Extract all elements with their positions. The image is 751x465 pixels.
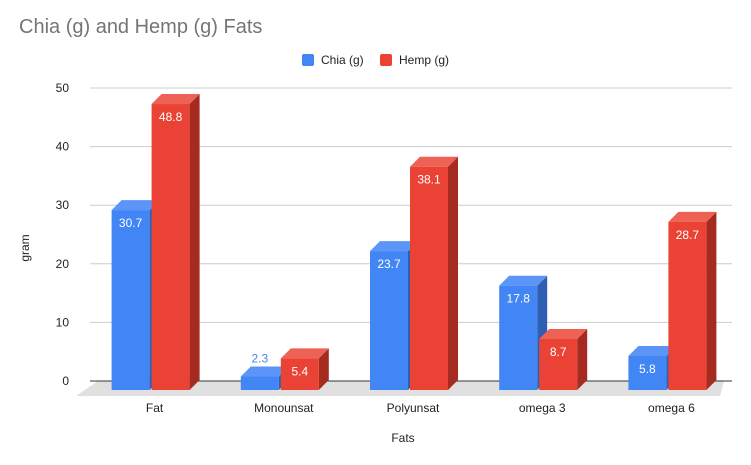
y-axis-title: gram bbox=[18, 234, 32, 261]
bar-1-2 bbox=[410, 166, 448, 390]
bar-top-0-0 bbox=[111, 200, 160, 211]
data-label-1-1: 5.4 bbox=[291, 364, 308, 378]
data-label-0-0: 30.7 bbox=[119, 216, 143, 230]
data-label-0-2: 23.7 bbox=[377, 257, 401, 271]
data-label-0-1: 2.3 bbox=[251, 352, 268, 366]
bar-top-1-3 bbox=[539, 329, 588, 340]
bar-top-1-0 bbox=[151, 94, 200, 105]
legend-swatch-0 bbox=[302, 54, 314, 66]
x-tick-label-1: Monounsat bbox=[254, 401, 314, 415]
y-tick-label-20: 20 bbox=[56, 257, 70, 271]
bar-1-1 bbox=[280, 358, 319, 390]
bar-top-0-3 bbox=[499, 275, 548, 286]
y-tick-label-0: 0 bbox=[62, 374, 69, 388]
legend-swatch-1 bbox=[380, 54, 392, 66]
y-tick-label-30: 30 bbox=[56, 198, 70, 212]
x-tick-label-3: omega 3 bbox=[519, 401, 566, 415]
y-tick-label-40: 40 bbox=[56, 140, 70, 154]
bar-side-1-4 bbox=[706, 211, 717, 390]
bar-top-0-4 bbox=[628, 346, 677, 357]
bar-side-1-3 bbox=[577, 329, 588, 390]
data-label-1-2: 38.1 bbox=[417, 173, 441, 187]
bar-top-1-1 bbox=[280, 348, 329, 359]
data-label-0-4: 5.8 bbox=[639, 362, 656, 376]
bar-0-0 bbox=[111, 210, 150, 390]
legend-label-1: Hemp (g) bbox=[399, 53, 449, 67]
bar-side-1-1 bbox=[318, 348, 329, 390]
bar-top-1-4 bbox=[668, 211, 717, 222]
bar-side-1-0 bbox=[189, 94, 200, 391]
data-label-1-4: 28.7 bbox=[676, 228, 700, 242]
bar-top-0-1 bbox=[240, 366, 289, 377]
x-tick-label-4: omega 6 bbox=[648, 401, 695, 415]
bar-top-0-2 bbox=[370, 241, 418, 252]
bar-1-3 bbox=[539, 339, 578, 390]
y-tick-label-10: 10 bbox=[56, 315, 70, 329]
data-label-0-3: 17.8 bbox=[507, 292, 531, 306]
bar-1-0 bbox=[151, 104, 190, 391]
bar-top-1-2 bbox=[410, 156, 458, 167]
bar-0-1 bbox=[240, 376, 279, 390]
bar-0-4 bbox=[628, 356, 667, 390]
x-tick-label-0: Fat bbox=[146, 401, 164, 415]
bar-0-2 bbox=[370, 251, 408, 390]
legend-label-0: Chia (g) bbox=[321, 53, 364, 67]
bar-side-1-2 bbox=[448, 156, 458, 390]
bar-0-3 bbox=[499, 285, 538, 390]
chart-title: Chia (g) and Hemp (g) Fats bbox=[19, 16, 263, 38]
bar-1-4 bbox=[668, 221, 707, 390]
data-label-1-3: 8.7 bbox=[550, 345, 567, 359]
y-tick-label-50: 50 bbox=[56, 81, 70, 95]
x-tick-label-2: Polyunsat bbox=[387, 401, 440, 415]
x-axis-title: Fats bbox=[391, 431, 414, 445]
data-label-1-0: 48.8 bbox=[159, 110, 183, 124]
